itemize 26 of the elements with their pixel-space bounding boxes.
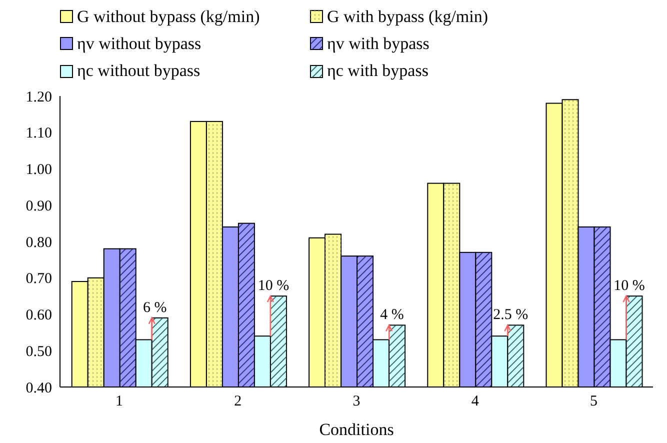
x-tick-label: 3 (352, 394, 360, 410)
x-axis-title: Conditions (319, 420, 394, 439)
x-tick-label: 1 (116, 394, 124, 410)
legend-label: ηv with bypass (327, 34, 430, 54)
y-tick-label: 1.20 (26, 89, 52, 106)
y-tick-label: 0.50 (26, 344, 52, 360)
legend-label: ηc without bypass (77, 61, 200, 82)
legend-label: ηv without bypass (77, 34, 202, 54)
annotation: 10 % (258, 278, 290, 294)
x-tick-label: 2 (234, 394, 242, 410)
annotation: 6 % (142, 300, 167, 316)
annotation: 2.5 % (493, 307, 528, 324)
y-tick-label: 0.70 (26, 271, 52, 288)
legend-label: G without bypass (kg/min) (77, 6, 260, 27)
y-tick-label: 0.60 (26, 308, 52, 324)
y-tick-label: 0.40 (26, 380, 52, 396)
annotation: 4 % (380, 307, 404, 324)
x-tick-label: 5 (590, 394, 598, 410)
legend-label: ηc with bypass (327, 61, 428, 82)
x-tick-label: 4 (471, 394, 480, 410)
annotation: 10 % (614, 278, 645, 294)
y-tick-label: 1.00 (26, 162, 52, 178)
y-tick-label: 0.80 (26, 234, 52, 251)
y-tick-label: 0.90 (26, 198, 52, 214)
legend-label: G with bypass (kg/min) (327, 6, 488, 27)
y-tick-label: 1.10 (26, 126, 52, 142)
